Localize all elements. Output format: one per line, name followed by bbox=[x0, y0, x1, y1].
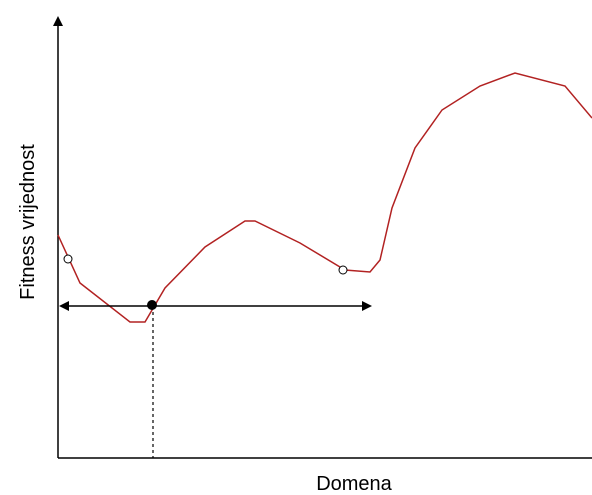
hollow-point-right bbox=[338, 265, 348, 275]
hollow-point-left bbox=[63, 254, 73, 264]
local-minimum-point bbox=[147, 300, 157, 310]
y-axis-label: Fitness vrijednost bbox=[17, 144, 39, 300]
fitness-curve bbox=[57, 72, 592, 323]
x-axis-label: Domena bbox=[316, 473, 392, 495]
